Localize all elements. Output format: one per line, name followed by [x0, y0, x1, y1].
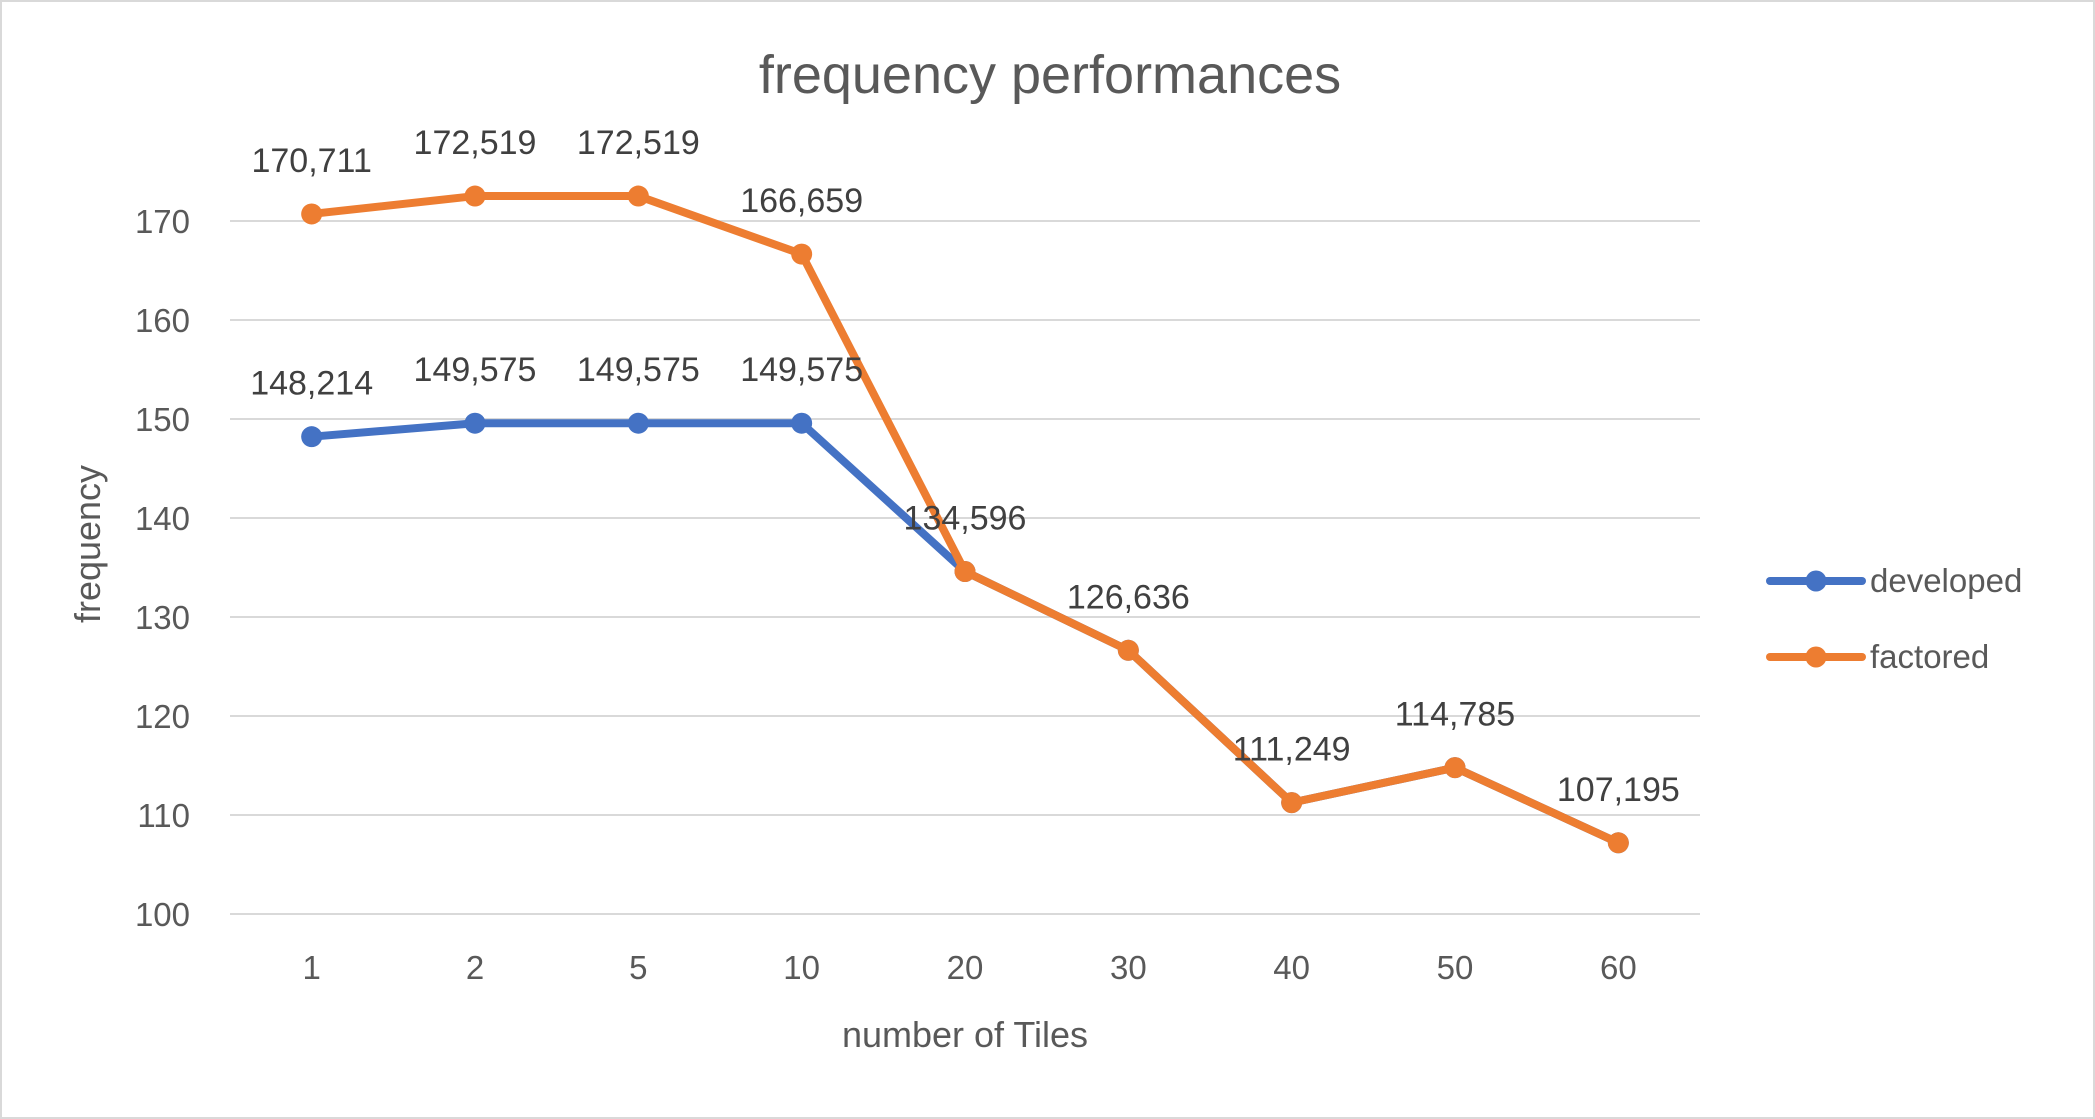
data-point-factored [464, 185, 486, 207]
data-label-developed: 149,575 [740, 351, 863, 389]
data-point-factored [1607, 832, 1629, 854]
data-point-factored [1281, 792, 1303, 814]
data-label-developed: 148,214 [250, 365, 373, 403]
gridlines [230, 220, 1700, 915]
data-label-factored: 166,659 [740, 182, 863, 220]
x-tick-label: 1 [302, 949, 320, 986]
data-point-factored [1117, 639, 1139, 661]
data-point-developed [791, 412, 813, 434]
x-tick-label: 60 [1600, 949, 1637, 986]
series-line-developed [307, 419, 1623, 847]
y-tick-label: 150 [135, 401, 190, 438]
x-tick-label: 10 [783, 949, 820, 986]
data-label-factored: 172,519 [577, 124, 700, 162]
x-tick-label: 20 [947, 949, 984, 986]
data-label-factored: 111,249 [1233, 731, 1351, 769]
y-tick-label: 140 [135, 500, 190, 537]
y-tick-label: 130 [135, 599, 190, 636]
legend-label: factored [1870, 638, 1989, 675]
x-tick-label: 40 [1273, 949, 1310, 986]
series-developed [301, 412, 1629, 854]
data-label-factored: 170,711 [251, 142, 371, 180]
data-point-developed [301, 426, 323, 448]
series-factored [301, 185, 1629, 854]
y-tick-label: 120 [135, 698, 190, 735]
data-label-developed: 149,575 [577, 351, 700, 389]
x-tick-label: 30 [1110, 949, 1147, 986]
data-label-developed: 149,575 [414, 351, 537, 389]
data-label-factored: 134,596 [904, 499, 1027, 537]
y-tick-label: 100 [135, 896, 190, 933]
data-point-factored [1444, 757, 1466, 779]
data-point-factored [627, 185, 649, 207]
legend-marker [1805, 570, 1827, 592]
data-point-factored [301, 203, 323, 225]
x-tick-label: 5 [629, 949, 647, 986]
legend-item-developed: developed [1766, 562, 2022, 599]
y-tick-label: 170 [135, 203, 190, 240]
chart-title: frequency performances [759, 45, 1341, 105]
data-label-factored: 114,785 [1395, 696, 1515, 734]
legend-item-factored: factored [1766, 638, 1989, 675]
data-label-factored: 107,195 [1557, 771, 1680, 809]
x-tick-label: 50 [1437, 949, 1474, 986]
data-labels: 148,214 149,575 149,575 149,575 170,711 172,5… [250, 124, 1680, 809]
y-axis-title: frequency [67, 465, 108, 623]
data-point-developed [627, 412, 649, 434]
x-axis-title: number of Tiles [842, 1014, 1088, 1055]
data-point-factored [954, 560, 976, 582]
legend: developed factored [1766, 562, 2022, 675]
x-tick-label: 2 [466, 949, 484, 986]
legend-marker [1805, 646, 1827, 668]
legend-label: developed [1870, 562, 2022, 599]
x-axis-tick-labels: 1 2 5 10 20 30 40 50 60 [302, 949, 1636, 986]
series-lines [301, 185, 1629, 854]
data-point-factored [791, 243, 813, 265]
y-tick-label: 160 [135, 302, 190, 339]
data-point-developed [464, 412, 486, 434]
data-label-factored: 172,519 [414, 124, 537, 162]
y-tick-label: 110 [137, 797, 190, 834]
y-axis-tick-labels: 100 110 120 130 140 150 160 170 [135, 203, 190, 933]
data-label-factored: 126,636 [1067, 578, 1190, 616]
